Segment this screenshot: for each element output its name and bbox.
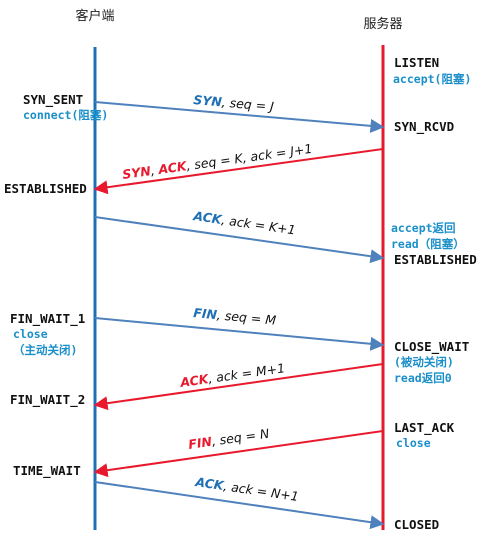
ack-2-label-params: , ack = M+1 bbox=[207, 360, 286, 386]
client-state-established: ESTABLISHED bbox=[4, 181, 87, 196]
client-state-time-wait: TIME_WAIT bbox=[13, 463, 81, 479]
client-note-active-close: （主动关闭) bbox=[13, 343, 77, 357]
ack-1-label-params: , ack = K+1 bbox=[220, 212, 296, 237]
ack-2-arrow bbox=[93, 363, 384, 411]
server-note-close: close bbox=[396, 436, 431, 450]
fin-1-arrow bbox=[94, 317, 385, 351]
server-note-read-blocked: read（阻塞） bbox=[391, 237, 465, 251]
syn-ack-arrow bbox=[93, 148, 384, 195]
server-state-close-wait: CLOSE_WAIT bbox=[394, 339, 469, 355]
fin-1-label-params: , seq = M bbox=[216, 307, 277, 327]
syn-label: SYN, seq = J bbox=[193, 92, 275, 114]
ack-3-label-params: , ack = N+1 bbox=[222, 478, 299, 504]
ack-3-label-keyword: ACK bbox=[194, 474, 226, 493]
server-note-passive-close: (被动关闭) bbox=[394, 355, 454, 369]
syn-arrow bbox=[94, 101, 385, 133]
client-state-fin-wait-2: FIN_WAIT_2 bbox=[10, 392, 85, 408]
client-note-connect: connect(阻塞) bbox=[23, 108, 108, 122]
ack-2-label-keyword: ACK bbox=[178, 371, 210, 390]
server-state-listen: LISTEN bbox=[394, 55, 439, 70]
fin-2-arrow bbox=[93, 430, 384, 478]
fin-2-label-keyword: FIN bbox=[187, 434, 213, 452]
syn-ack-label-sep: , bbox=[150, 162, 160, 178]
server-state-closed: CLOSED bbox=[394, 517, 439, 532]
ack-1-arrow bbox=[94, 216, 385, 264]
client-state-syn-sent: SYN_SENT bbox=[23, 92, 83, 108]
server-note-accept-returns: accept返回 bbox=[391, 221, 456, 235]
syn-ack-label-ack: ACK bbox=[156, 158, 188, 177]
server-header: 服务器 bbox=[363, 16, 402, 32]
syn-label-params: , seq = J bbox=[221, 95, 275, 114]
server-state-syn-rcvd: SYN_RCVD bbox=[394, 119, 454, 135]
fin-2-label-params: , seq = N bbox=[211, 426, 271, 449]
server-note-read-returns-0: read返回0 bbox=[394, 371, 452, 385]
ack-1-label-keyword: ACK bbox=[192, 208, 224, 227]
client-header: 客户端 bbox=[75, 8, 114, 24]
fin-1-label: FIN, seq = M bbox=[193, 305, 277, 328]
server-state-established: ESTABLISHED bbox=[394, 252, 477, 267]
syn-ack-label: SYN, ACK, seq = K, ack = J+1 bbox=[121, 141, 313, 182]
syn-label-keyword: SYN bbox=[193, 92, 223, 109]
fin-1-label-keyword: FIN bbox=[193, 305, 218, 322]
server-state-last-ack: LAST_ACK bbox=[394, 420, 455, 436]
syn-ack-label-syn: SYN bbox=[121, 163, 152, 182]
client-note-close: close bbox=[13, 327, 48, 341]
server-note-accept-blocked: accept(阻塞) bbox=[393, 72, 471, 86]
ack-3-arrow bbox=[94, 481, 385, 530]
client-state-fin-wait-1: FIN_WAIT_1 bbox=[10, 311, 85, 327]
